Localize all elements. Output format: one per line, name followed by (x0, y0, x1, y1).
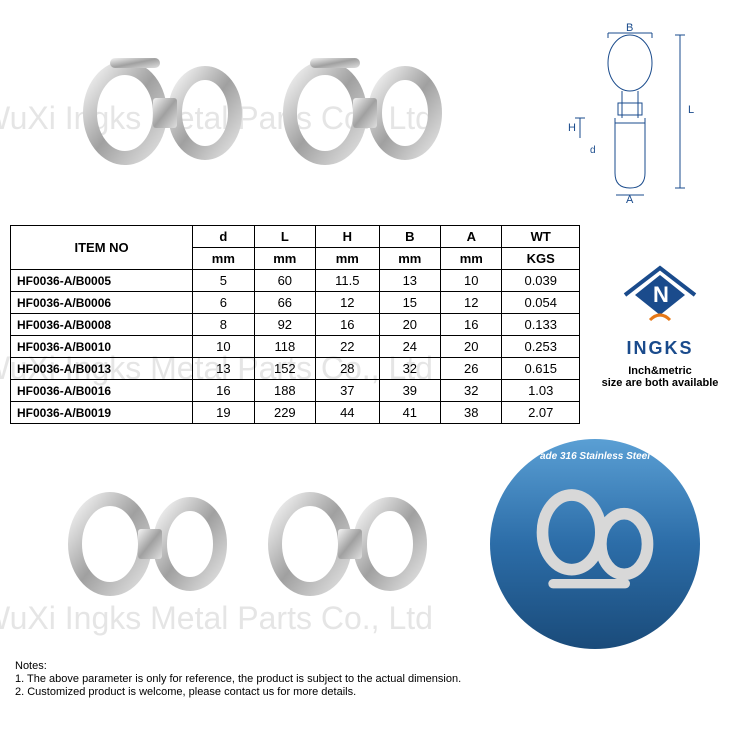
table-row: HF0036-A/B00088921620160.133 (11, 314, 580, 336)
cell-value: 16 (193, 380, 254, 402)
cell-value: 39 (379, 380, 440, 402)
cell-value: 188 (254, 380, 315, 402)
cell-value: 16 (316, 314, 380, 336)
cell-value: 24 (379, 336, 440, 358)
bottom-photo (10, 454, 490, 634)
cell-value: 20 (441, 336, 502, 358)
spec-table: ITEM NO d L H B A WT mm mm mm mm mm KGS … (10, 225, 580, 424)
logo-area: N INGKS Inch&metric size are both availa… (580, 225, 740, 424)
logo-brand: INGKS (626, 338, 693, 359)
cell-value: 11.5 (316, 270, 380, 292)
cell-value: 6 (193, 292, 254, 314)
table-row: HF0036-A/B000556011.513100.039 (11, 270, 580, 292)
cell-value: 0.133 (502, 314, 580, 336)
table-row: HF0036-A/B00066661215120.054 (11, 292, 580, 314)
svg-text:H: H (568, 122, 576, 134)
circle-inset: ade 316 Stainless Steel (490, 439, 700, 649)
cell-value: 92 (254, 314, 315, 336)
cell-value: 32 (441, 380, 502, 402)
cell-value: 8 (193, 314, 254, 336)
cell-value: 22 (316, 336, 380, 358)
table-row: HF0036-A/B0019192294441382.07 (11, 402, 580, 424)
swivel-shackle-right (275, 43, 455, 183)
cell-value: 5 (193, 270, 254, 292)
circle-label: ade 316 Stainless Steel (540, 451, 650, 462)
cell-value: 12 (316, 292, 380, 314)
bottom-section: ade 316 Stainless Steel (0, 424, 750, 654)
cell-value: 66 (254, 292, 315, 314)
cell-value: 37 (316, 380, 380, 402)
svg-text:L: L (688, 104, 694, 116)
cell-value: 19 (193, 402, 254, 424)
notes-title: Notes: (15, 660, 735, 672)
cell-value: 0.054 (502, 292, 580, 314)
cell-value: 15 (379, 292, 440, 314)
cell-item: HF0036-A/B0010 (11, 336, 193, 358)
col-d: d (193, 226, 254, 248)
cell-value: 152 (254, 358, 315, 380)
mid-section: ITEM NO d L H B A WT mm mm mm mm mm KGS … (0, 225, 750, 424)
table-row: HF0036-A/B0013131522832260.615 (11, 358, 580, 380)
cell-item: HF0036-A/B0019 (11, 402, 193, 424)
cell-value: 16 (441, 314, 502, 336)
cell-value: 10 (193, 336, 254, 358)
cell-item: HF0036-A/B0005 (11, 270, 193, 292)
col-a: A (441, 226, 502, 248)
cell-value: 20 (379, 314, 440, 336)
table-row: HF0036-A/B0016161883739321.03 (11, 380, 580, 402)
cell-value: 26 (441, 358, 502, 380)
svg-text:A: A (626, 194, 634, 203)
cell-value: 229 (254, 402, 315, 424)
swivel-shackle-left (75, 43, 255, 183)
cell-value: 0.615 (502, 358, 580, 380)
logo-icon: N (615, 260, 705, 330)
cell-value: 118 (254, 336, 315, 358)
cell-value: 38 (441, 402, 502, 424)
svg-text:N: N (653, 282, 669, 307)
cell-value: 1.03 (502, 380, 580, 402)
cell-item: HF0036-A/B0016 (11, 380, 193, 402)
cell-value: 28 (316, 358, 380, 380)
cell-value: 0.039 (502, 270, 580, 292)
note-1: 1. The above parameter is only for refer… (15, 673, 735, 685)
cell-value: 0.253 (502, 336, 580, 358)
product-photo (10, 13, 520, 213)
swivel-shackle (260, 474, 440, 614)
cell-value: 12 (441, 292, 502, 314)
col-h: H (316, 226, 380, 248)
col-item: ITEM NO (11, 226, 193, 270)
cell-value: 41 (379, 402, 440, 424)
col-b: B (379, 226, 440, 248)
dimension-diagram: B L H d A (520, 13, 740, 213)
cell-value: 44 (316, 402, 380, 424)
cell-value: 10 (441, 270, 502, 292)
swivel-shackle (60, 474, 240, 614)
cell-value: 32 (379, 358, 440, 380)
cell-item: HF0036-A/B0006 (11, 292, 193, 314)
svg-text:B: B (626, 23, 633, 34)
cell-value: 13 (193, 358, 254, 380)
cell-value: 60 (254, 270, 315, 292)
col-l: L (254, 226, 315, 248)
note-2: 2. Customized product is welcome, please… (15, 686, 735, 698)
top-section: B L H d A (0, 0, 750, 225)
notes: Notes: 1. The above parameter is only fo… (0, 654, 750, 704)
col-wt: WT (502, 226, 580, 248)
cell-value: 13 (379, 270, 440, 292)
cell-value: 2.07 (502, 402, 580, 424)
table-header-row: ITEM NO d L H B A WT (11, 226, 580, 248)
svg-text:d: d (590, 145, 596, 156)
cell-item: HF0036-A/B0008 (11, 314, 193, 336)
cell-item: HF0036-A/B0013 (11, 358, 193, 380)
table-row: HF0036-A/B0010101182224200.253 (11, 336, 580, 358)
logo-tagline: Inch&metric size are both available (602, 365, 719, 389)
